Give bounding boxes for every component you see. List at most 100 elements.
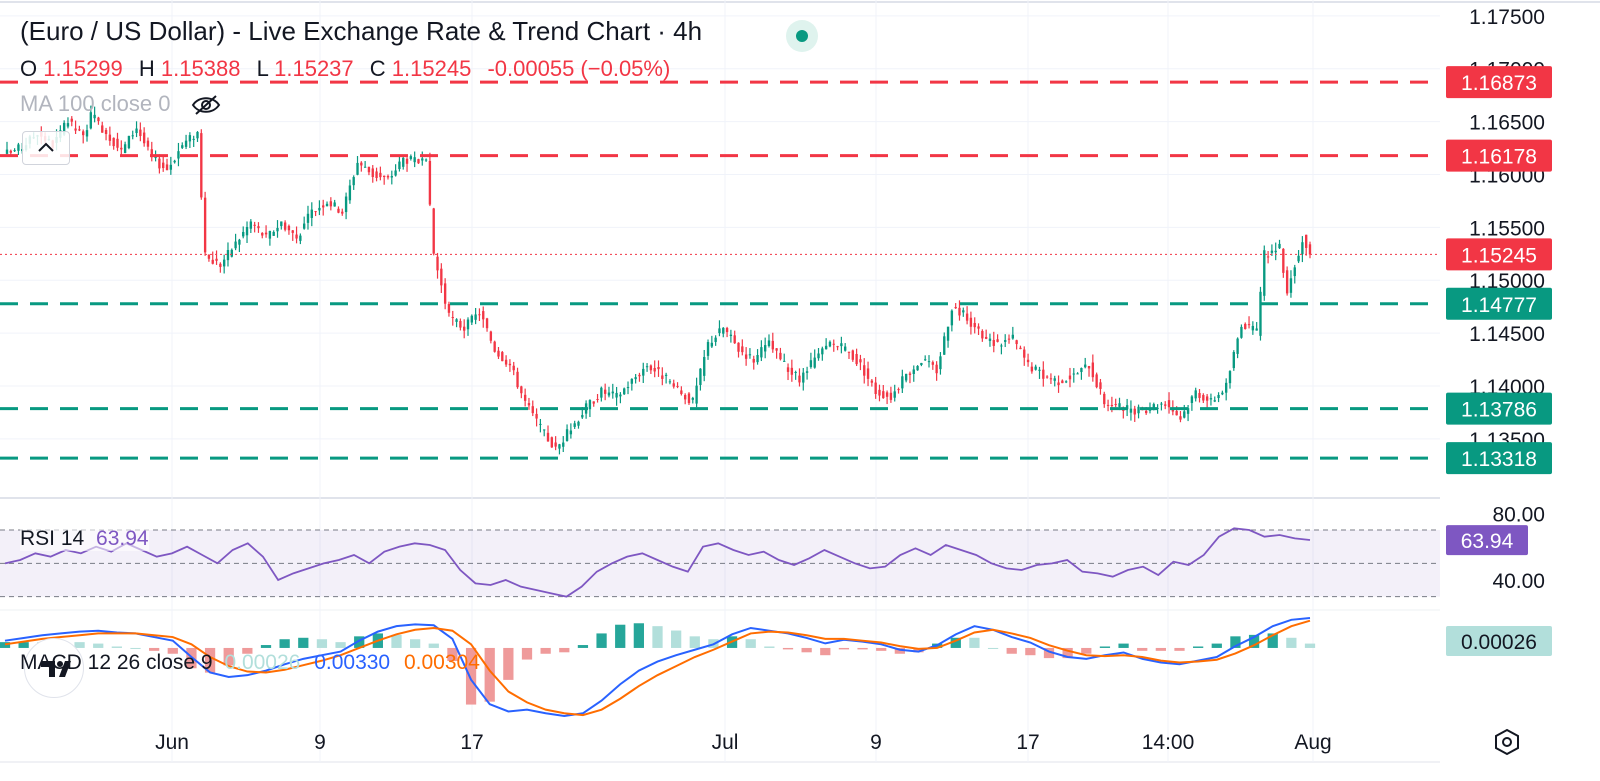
candle-body (1183, 411, 1186, 418)
candle-body (653, 367, 656, 372)
candle-body (1289, 278, 1293, 293)
candle-body (638, 374, 641, 377)
candle-body (626, 387, 630, 389)
x-tick-label: 9 (870, 731, 882, 754)
candle-body (562, 442, 565, 447)
candle-body (333, 202, 336, 207)
candle-body (615, 392, 618, 398)
macd-histogram-bar (559, 647, 570, 653)
candle-body (1019, 347, 1022, 350)
tradingview-logo-icon[interactable] (24, 638, 84, 698)
macd-histogram-bar (1193, 646, 1204, 648)
candle-body (78, 129, 81, 131)
candle-body (1042, 369, 1045, 379)
macd-histogram-bar (223, 647, 234, 666)
macd-label: MACD 12 26 close 9 (20, 651, 213, 674)
candle-body (504, 359, 508, 365)
candle-body (85, 130, 89, 137)
candle-body (222, 259, 226, 267)
candle-body (230, 249, 233, 257)
candle-body (988, 338, 992, 341)
x-tick-label: 17 (460, 731, 483, 754)
settings-hexagon-icon[interactable] (1492, 727, 1522, 757)
candle-body (1144, 410, 1148, 414)
candle-body (996, 339, 999, 342)
candle-body (760, 347, 763, 358)
macd-histogram-bar (857, 647, 868, 650)
candle-body (870, 380, 874, 383)
support-level-label: 1.13786 (1461, 399, 1537, 422)
candle-body (1263, 250, 1266, 296)
macd-histogram-bar (111, 646, 122, 648)
candle-body (1179, 416, 1182, 420)
candle-body (360, 162, 363, 166)
macd-histogram-bar (1137, 647, 1148, 651)
candle-body (89, 112, 92, 129)
candle-body (253, 224, 256, 226)
candle-body (676, 385, 679, 387)
candle-body (783, 360, 786, 362)
candle-body (398, 161, 401, 170)
candle-body (523, 394, 527, 401)
candle-body (927, 361, 931, 363)
candle-body (786, 367, 790, 372)
candle-body (973, 322, 976, 328)
candle-body (101, 125, 104, 133)
macd-histogram-bar (577, 645, 589, 648)
candle-body (1026, 359, 1030, 363)
macd-legend[interactable]: MACD 12 26 close 9 0.00026 0.00330 0.003… (20, 651, 480, 675)
candle-body (1266, 256, 1270, 258)
candle-body (1186, 408, 1190, 414)
macd-histogram-bar (1155, 647, 1166, 651)
macd-histogram-bar (689, 636, 700, 648)
candle-body (771, 340, 774, 350)
candle-body (763, 345, 767, 352)
macd-value-tag (1446, 626, 1552, 656)
candle-body (207, 254, 211, 259)
ohlc-high-label: H (138, 56, 155, 81)
ma-legend[interactable]: MA 100 close 0 (20, 91, 221, 117)
candle-body (1167, 400, 1171, 408)
collapse-legend-button[interactable] (22, 131, 70, 165)
candle-body (1068, 375, 1072, 380)
candle-body (1164, 404, 1167, 406)
macd-line-value: 0.00330 (314, 651, 391, 674)
candle-body (142, 132, 146, 144)
ohlc-high-value: 1.15388 (160, 56, 241, 81)
rsi-label: RSI 14 (20, 527, 85, 550)
candle-body (889, 392, 893, 400)
candle-body (116, 138, 119, 148)
candle-body (935, 364, 938, 374)
candle-body (1064, 381, 1068, 383)
candle-body (447, 304, 451, 313)
candle-body (683, 395, 687, 400)
candle-body (527, 403, 531, 406)
candle-body (424, 159, 428, 161)
candle-body (82, 131, 85, 136)
candle-body (1259, 291, 1262, 336)
candle-body (470, 315, 473, 323)
candle-body (866, 368, 870, 379)
candle-body (958, 307, 961, 316)
eye-off-icon[interactable] (191, 94, 221, 116)
candle-body (466, 319, 470, 330)
macd-histogram-bar (1211, 643, 1222, 648)
macd-histogram-bar (540, 647, 551, 654)
macd-histogram-bar (1248, 634, 1260, 648)
macd-histogram-bar (820, 647, 831, 656)
candle-body (1148, 409, 1152, 411)
candle-body (550, 437, 554, 448)
candle-body (234, 241, 237, 249)
candle-body (1118, 403, 1121, 407)
macd-histogram-bar (428, 643, 439, 648)
macd-histogram-bar (1043, 647, 1055, 659)
candle-body (421, 158, 424, 161)
candle-body (885, 392, 889, 397)
rsi-legend[interactable]: RSI 14 63.94 (20, 527, 149, 551)
candle-body (474, 314, 477, 320)
candle-body (413, 157, 416, 163)
candle-body (703, 357, 706, 376)
macd-histogram-bar (447, 647, 458, 662)
candle-body (744, 354, 748, 359)
